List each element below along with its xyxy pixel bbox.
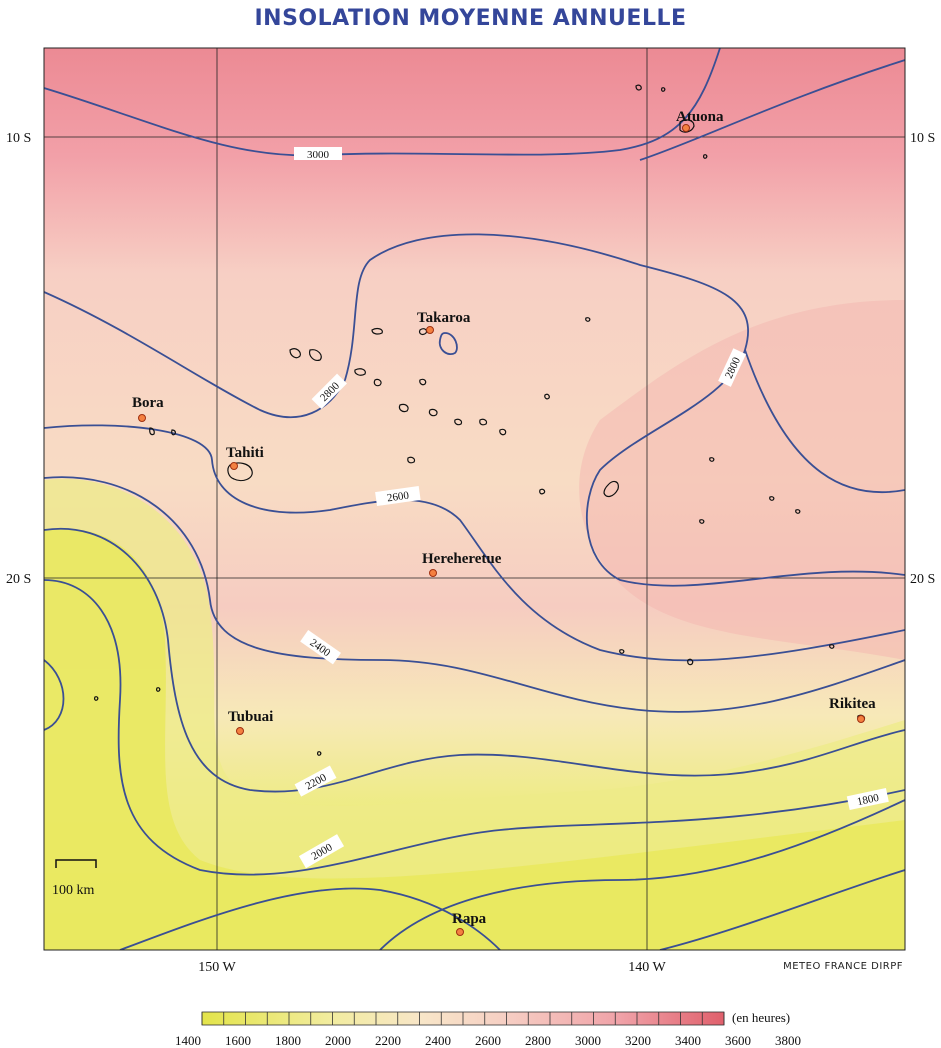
- lat-label-right-10s: 10 S: [910, 131, 935, 146]
- legend-tick-label: 2000: [325, 1033, 351, 1048]
- map-title: INSOLATION MOYENNE ANNUELLE: [254, 6, 687, 31]
- isoline-1800: [44, 659, 65, 731]
- isoline-label-2600: 2600: [386, 489, 410, 504]
- legend-tick-label: 2200: [375, 1033, 401, 1048]
- lon-label-150w: 150 W: [198, 960, 236, 975]
- isoline-3000-east: [639, 59, 905, 161]
- legend-tick-label: 1400: [175, 1033, 201, 1048]
- isoline-takaroa-ring: [438, 332, 458, 355]
- station-label-bora: Bora: [132, 395, 164, 411]
- station-label-rapa: Rapa: [452, 911, 487, 927]
- lat-label-right-20s: 20 S: [910, 572, 935, 587]
- legend-tick-label: 3600: [725, 1033, 751, 1048]
- isoline-1600-e: [659, 869, 905, 950]
- legend: (en heures) 1400 1600 1800 2000 2200 2400 2600…: [175, 1010, 801, 1048]
- isoline-1800-south: [379, 799, 905, 950]
- legend-unit: (en heures): [732, 1010, 790, 1025]
- legend-tick-label: 2400: [425, 1033, 451, 1048]
- isoline-label-1800: 1800: [856, 792, 881, 808]
- legend-tick-label: 3400: [675, 1033, 701, 1048]
- lat-label-left-10s: 10 S: [6, 131, 31, 146]
- isoline-label-3000: 3000: [307, 149, 330, 161]
- isolines: [44, 48, 905, 950]
- legend-tick-label: 3800: [775, 1033, 801, 1048]
- isoline-2200: [44, 527, 905, 793]
- map-frame: [43, 47, 906, 951]
- station-label-tubuai: Tubuai: [228, 709, 273, 725]
- isoline-2000: [44, 579, 905, 876]
- station-label-tahiti: Tahiti: [226, 445, 264, 461]
- lon-label-140w: 140 W: [628, 960, 666, 975]
- station-label-atuona: Atuona: [676, 109, 724, 125]
- lat-label-left-20s: 20 S: [6, 572, 31, 587]
- scale-bar: 100 km: [52, 859, 97, 898]
- legend-tick-label: 3000: [575, 1033, 601, 1048]
- legend-tick-label: 3200: [625, 1033, 651, 1048]
- credit-label: METEO FRANCE DIRPF: [783, 961, 903, 972]
- scale-bar-label: 100 km: [52, 883, 95, 898]
- legend-tick-label: 1800: [275, 1033, 301, 1048]
- station-label-rikitea: Rikitea: [829, 696, 876, 712]
- legend-tick-label: 2600: [475, 1033, 501, 1048]
- isoline-1600: [119, 887, 501, 950]
- legend-tick-label: 1600: [225, 1033, 251, 1048]
- isoline-2400: [44, 476, 905, 713]
- isoline-2800-ne: [744, 349, 905, 494]
- isoline-2600: [44, 424, 905, 662]
- station-label-hereheretue: Hereheretue: [422, 551, 502, 567]
- insolation-field: [44, 48, 905, 950]
- axis-labels: 10 S 10 S 20 S 20 S 150 W 140 W: [6, 131, 935, 975]
- station-label-takaroa: Takaroa: [417, 310, 471, 326]
- stations: Atuona Takaroa Bora Tahiti Hereheretue T…: [132, 109, 876, 936]
- isoline-3000: [44, 48, 721, 157]
- legend-tick-label: 2800: [525, 1033, 551, 1048]
